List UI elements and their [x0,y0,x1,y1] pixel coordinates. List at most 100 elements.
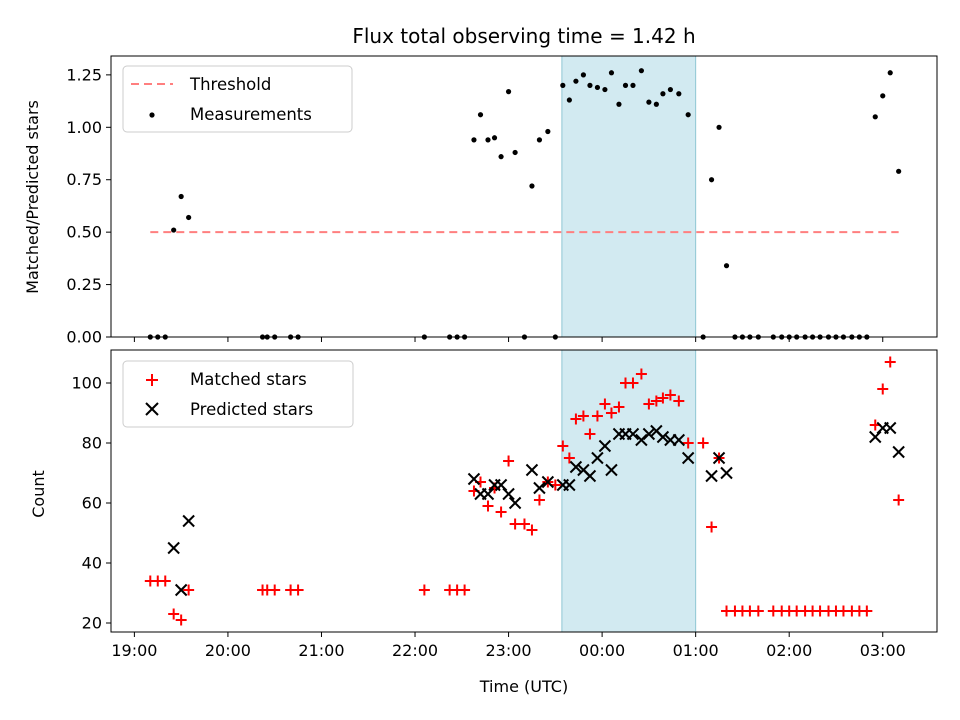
matched-point-2 [159,575,171,587]
matched-point-68 [884,356,896,368]
predicted-point-5 [481,487,495,501]
matched-point-42 [664,389,676,401]
xtick-label-6: 01:00 [673,641,719,660]
measurement-point-19 [498,154,504,160]
predicted-point-2 [182,514,195,528]
measurement-point-40 [653,101,659,107]
bottom-ytick-label-0: 20 [82,614,102,633]
matched-point-43 [673,395,685,407]
predicted-point-31 [705,469,718,483]
top-ytick-label-0: 0.00 [66,328,102,347]
legend-matched-label: Matched stars [190,370,307,389]
xtick-label-8: 03:00 [860,641,906,660]
legend-measurements-label: Measurements [190,105,312,124]
top-panel: 0.00 0.25 0.50 0.75 1.00 1.25 Matched/Predict… [23,55,938,347]
predicted-point-18 [591,451,604,465]
bottom-ytick-label-2: 60 [82,494,102,513]
legend-predicted-swatch [145,402,159,416]
matched-point-22 [518,518,530,530]
measurement-point-38 [638,68,644,74]
measurement-point-36 [622,82,629,88]
matched-point-65 [861,605,873,617]
predicted-point-7 [494,478,508,492]
predicted-point-24 [635,433,648,447]
xtick-label-7: 02:00 [766,641,812,660]
predicted-point-19 [598,439,612,453]
bottom-y-axis: 20 40 60 80 100 [71,374,111,633]
measurement-point-66 [872,114,878,120]
xtick-label-1: 20:00 [205,641,251,660]
top-ytick-label-5: 1.25 [66,65,102,84]
predicted-stars-series [167,421,905,597]
top-y-axis-label: Matched/Predicted stars [23,100,42,294]
matched-point-46 [706,521,718,533]
predicted-point-36 [884,421,897,435]
measurement-point-69 [896,168,902,174]
measurement-point-23 [529,183,535,189]
predicted-point-8 [502,487,515,501]
measurement-point-29 [573,78,579,84]
matched-point-11 [418,584,430,596]
measurement-point-17 [485,137,491,143]
predicted-point-33 [720,466,733,480]
measurement-point-24 [536,137,543,143]
predicted-point-29 [672,433,686,447]
measurement-point-5 [186,214,192,221]
xtick-label-5: 00:00 [579,641,625,660]
matched-point-38 [635,368,647,380]
measurement-point-46 [708,177,715,183]
matched-point-67 [877,383,889,395]
measurement-point-18 [491,135,498,141]
matched-point-35 [613,401,625,413]
predicted-point-10 [525,463,539,477]
matched-point-20 [503,455,515,467]
measurement-point-30 [580,72,587,78]
legend-matched-swatch [146,374,158,386]
xtick-label-3: 22:00 [392,641,438,660]
matched-stars-series [144,356,905,626]
predicted-point-25 [642,427,656,441]
predicted-point-15 [569,460,583,474]
matched-point-52 [752,605,764,617]
matched-point-23 [526,524,538,536]
matched-point-39 [643,398,655,410]
measurement-point-31 [587,82,593,88]
bottom-shaded-span [561,349,697,633]
x-axis-label: Time (UTC) [479,677,568,696]
measurement-point-32 [594,84,601,91]
measurement-point-21 [512,149,518,156]
predicted-point-9 [508,496,522,510]
matched-point-45 [697,437,709,449]
measurement-point-48 [723,263,730,269]
measurement-point-47 [716,124,722,130]
predicted-point-37 [892,445,905,459]
measurement-point-25 [545,128,551,135]
measurement-point-67 [880,93,886,99]
predicted-point-11 [533,481,546,495]
top-ytick-label-4: 1.00 [66,118,102,137]
predicted-point-0 [167,541,180,555]
top-shaded-span [561,55,697,338]
measurement-point-37 [630,82,636,88]
bottom-ytick-label-4: 100 [71,374,102,393]
top-y-axis: 0.00 0.25 0.50 0.75 1.00 1.25 [66,65,111,347]
predicted-point-17 [583,469,597,483]
measurement-point-15 [471,137,477,143]
bottom-ytick-label-1: 40 [82,554,102,573]
top-ytick-label-1: 0.25 [66,275,102,294]
bottom-y-axis-label: Count [29,470,48,518]
top-legend: Threshold Measurements [122,65,353,133]
legend-threshold-label: Threshold [189,75,271,94]
predicted-point-3 [467,472,481,486]
measurement-point-34 [608,70,615,76]
predicted-point-30 [681,451,695,465]
measurement-point-16 [477,112,484,118]
measurement-point-44 [685,112,691,118]
top-ytick-label-2: 0.50 [66,223,102,242]
measurement-point-43 [676,91,682,97]
predicted-point-32 [712,451,726,465]
matched-point-3 [168,608,180,620]
matched-point-37 [627,377,639,389]
bottom-axes-frame [110,349,938,633]
matched-point-31 [584,428,596,440]
